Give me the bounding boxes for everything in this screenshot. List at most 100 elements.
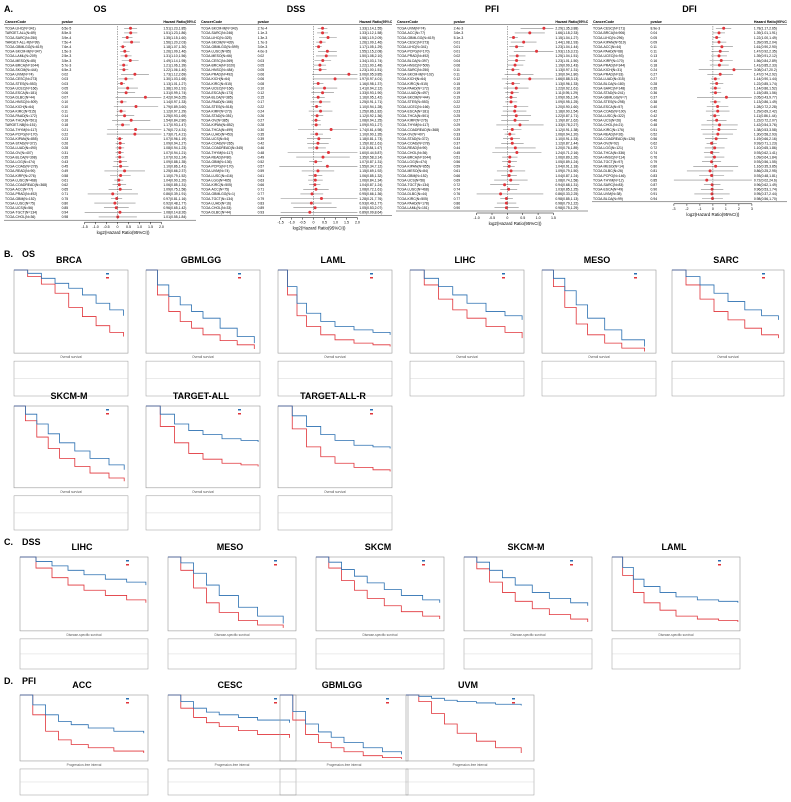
row-hazard-ratio: 0.86(0.25,2.95) — [754, 169, 777, 173]
row-cancer-code: TCGA-GBM(N=136) — [201, 160, 232, 164]
row-pvalue: 0.05 — [62, 86, 69, 90]
row-pvalue: 0.04 — [651, 31, 658, 35]
hr-point — [508, 155, 512, 159]
row-hazard-ratio: 1.25(1.04,1.51) — [555, 54, 578, 58]
row-hazard-ratio: 1.56(0.84,2.89) — [754, 59, 777, 63]
row-pvalue: 0.44 — [454, 146, 461, 150]
row-pvalue: 0.17 — [258, 100, 265, 104]
hr-point — [318, 63, 322, 67]
row-cancer-code: TCGA-HNSC(N=114) — [593, 155, 625, 159]
hr-point — [313, 206, 317, 210]
hr-point — [712, 155, 716, 159]
km-curve-low — [168, 556, 284, 624]
x-tick-label: -3 — [672, 207, 675, 211]
hr-point — [114, 206, 118, 210]
km-curve-low — [146, 405, 259, 442]
row-pvalue: 0.19 — [454, 91, 461, 95]
column-header: Hazard Ratio(95%CI) — [163, 20, 196, 24]
x-tick-label: -1.5 — [82, 225, 88, 229]
row-hazard-ratio: 1.22(1.00,1.49) — [754, 36, 777, 40]
row-cancer-code: TCGA-SKCM-M(N=343) — [201, 27, 238, 31]
row-hazard-ratio: 1.51(1.23,1.86) — [163, 31, 186, 35]
row-pvalue: 0.12 — [258, 91, 265, 95]
row-hazard-ratio: 1.73(0.71,4.21) — [163, 132, 186, 136]
row-cancer-code: TCGA-PAAD(N=68) — [593, 50, 623, 54]
hr-point — [510, 137, 514, 141]
row-cancer-code: TCGA-ESCA(N=49) — [593, 188, 623, 192]
row-hazard-ratio: 0.96(0.62,1.49) — [754, 183, 777, 187]
column-header: CancerCode — [201, 20, 222, 24]
legend-swatch-low — [422, 560, 425, 562]
hr-point — [713, 146, 717, 150]
hr-point — [713, 77, 717, 81]
row-cancer-code: TCGA-BLCA(N=99) — [593, 197, 623, 201]
x-axis-label: Disease-specific survival — [511, 633, 546, 637]
row-hazard-ratio: 1.19(0.99,1.43) — [555, 63, 578, 67]
row-cancer-code: TCGA-KICH(N=31) — [593, 68, 622, 72]
row-pvalue: 0.14 — [62, 114, 69, 118]
hr-point — [317, 137, 321, 141]
hr-point — [121, 45, 125, 49]
row-pvalue: 0.01 — [454, 45, 461, 49]
hr-point — [713, 114, 717, 118]
row-cancer-code: TCGA-KIRP(N=273) — [201, 109, 232, 113]
row-pvalue: 0.38 — [651, 100, 658, 104]
row-cancer-code: TCGA-PRAD(N=33) — [593, 73, 623, 77]
forest-plot-dss: DSS CancerCode pvalue Hazard Ratio(95%CI) T… — [200, 4, 392, 248]
hr-point — [513, 105, 517, 108]
hr-point — [120, 82, 124, 85]
row-hazard-ratio: 1.58(1.19,2.09) — [359, 36, 382, 40]
km-title: LAML — [320, 255, 346, 265]
plot-frame — [409, 269, 525, 354]
row-cancer-code: TCGA-OV(N=385) — [201, 119, 229, 123]
row-hazard-ratio: 1.31(0.99,1.74) — [163, 91, 186, 95]
row-pvalue: 0.74 — [651, 151, 658, 155]
row-hazard-ratio: 1.41(0.85,2.33) — [754, 63, 777, 67]
row-hazard-ratio: 1.76(0.72,4.31) — [163, 128, 186, 132]
row-hazard-ratio: 1.07(0.87,1.31) — [359, 160, 382, 164]
row-pvalue: 1.5e-3 — [62, 50, 72, 54]
row-cancer-code: TCGA-CHOL(N=36) — [397, 151, 427, 155]
row-cancer-code: TCGA-UCEC(N=166) — [5, 86, 38, 90]
km-plot-uvm-pfi: UVM Progression-free interval — [398, 680, 538, 797]
hr-point — [126, 86, 130, 90]
km-plot-lihc-dss: LIHC Disease-specific survival — [12, 542, 152, 671]
row-pvalue: 0.79 — [258, 197, 265, 201]
legend-swatch-low — [512, 698, 515, 700]
hr-point — [513, 109, 517, 113]
row-cancer-code: TCGA-BLCA(N=385) — [201, 96, 233, 100]
row-cancer-code: TCGA-SKCM-M(N=347) — [5, 50, 42, 54]
row-hazard-ratio: 0.98(0.56,1.70) — [754, 197, 777, 201]
row-cancer-code: TCGA-KIRC(N=515) — [5, 109, 36, 113]
x-tick-label: -0.5 — [103, 225, 109, 229]
row-hazard-ratio: 1.33(1.12,1.58) — [359, 31, 382, 35]
row-hazard-ratio: 1.10(0.86,1.41) — [163, 165, 186, 169]
hr-point — [711, 197, 715, 200]
row-hazard-ratio: 1.19(0.87,1.62) — [555, 119, 578, 123]
hr-point — [717, 31, 721, 35]
row-hazard-ratio: 1.08(0.14,8.26) — [163, 211, 186, 215]
hr-point — [329, 128, 333, 131]
x-axis-label: Progression-free interval — [67, 763, 102, 767]
km-curve-low — [278, 405, 391, 449]
plot-frame — [405, 694, 535, 762]
row-pvalue: 0.06 — [258, 77, 265, 81]
column-header: pvalue — [62, 20, 73, 24]
hr-point — [118, 155, 122, 159]
row-pvalue: 0.22 — [454, 105, 461, 109]
row-cancer-code: TCGA-STAD(N=372) — [397, 137, 429, 141]
row-hazard-ratio: 0.94(0.68,1.31) — [555, 183, 578, 187]
row-pvalue: 0.66 — [258, 183, 265, 187]
row-cancer-code: TCGA-LUAD(N=16) — [201, 201, 231, 205]
row-cancer-code: TCGA-THCA(N=336) — [593, 151, 625, 155]
row-pvalue: 8.5e-5 — [62, 31, 72, 35]
x-axis-label: Disease-specific survival — [215, 633, 250, 637]
hr-point — [134, 105, 138, 108]
row-pvalue: 1.1e-3 — [258, 31, 268, 35]
row-cancer-code: TCGA-KIPAN(N=855) — [397, 165, 430, 169]
row-hazard-ratio: 1.55(0.34,7.12) — [359, 165, 382, 169]
row-pvalue: 0.51 — [651, 128, 658, 132]
plot-frame — [671, 269, 785, 354]
row-hazard-ratio: 1.23(1.00,1.51) — [359, 68, 382, 72]
hr-point — [511, 82, 515, 85]
